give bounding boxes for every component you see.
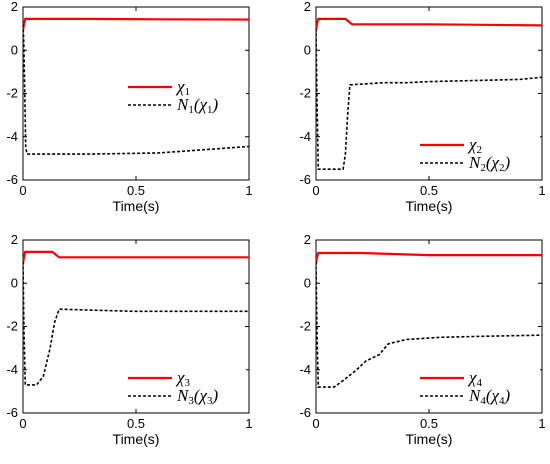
- series-line-1: [316, 251, 542, 264]
- y-tick-label: 2: [304, 232, 311, 247]
- legend-label-1: χ3: [175, 368, 190, 389]
- y-tick-label: 2: [11, 232, 18, 247]
- y-tick-label: -2: [299, 86, 311, 101]
- x-tick-label: 0: [312, 183, 319, 198]
- series-line-1: [316, 17, 542, 31]
- y-tick-label: 0: [11, 42, 18, 57]
- legend-label-2: N1(χ1): [176, 95, 219, 116]
- series-line-1: [23, 17, 249, 31]
- x-axis-label: Time(s): [113, 431, 160, 447]
- y-tick-label: -4: [6, 362, 18, 377]
- x-axis-label: Time(s): [406, 431, 453, 447]
- y-tick-label: 2: [304, 0, 311, 14]
- x-axis-label: Time(s): [113, 198, 160, 214]
- y-tick-label: -2: [6, 319, 18, 334]
- y-tick-label: 0: [304, 42, 311, 57]
- x-tick-label: 1: [245, 416, 252, 431]
- y-tick-label: -6: [6, 405, 18, 420]
- x-tick-label: 1: [538, 416, 545, 431]
- y-tick-label: -4: [6, 129, 18, 144]
- y-tick-label: 2: [11, 0, 18, 14]
- y-tick-label: 0: [11, 275, 18, 290]
- legend-label-2: N3(χ3): [176, 386, 219, 407]
- series-line-1: [23, 250, 249, 264]
- y-tick-label: -2: [299, 319, 311, 334]
- y-tick-label: -6: [299, 405, 311, 420]
- legend-label-1: χ1: [175, 77, 190, 98]
- series-line-2: [316, 261, 542, 388]
- legend-label-1: χ4: [467, 368, 482, 389]
- x-tick-label: 0: [312, 416, 319, 431]
- x-tick-label: 0.5: [420, 183, 438, 198]
- series-line-2: [23, 24, 249, 155]
- x-tick-label: 0.5: [127, 416, 145, 431]
- x-axis-label: Time(s): [406, 198, 453, 214]
- x-tick-label: 0.5: [420, 416, 438, 431]
- y-tick-label: -4: [299, 129, 311, 144]
- series-line-2: [316, 28, 542, 170]
- x-tick-label: 1: [538, 183, 545, 198]
- x-tick-label: 0: [19, 183, 26, 198]
- x-tick-label: 0.5: [127, 183, 145, 198]
- series-line-2: [23, 261, 249, 386]
- legend-label-2: N4(χ4): [468, 386, 511, 407]
- y-tick-label: -4: [299, 362, 311, 377]
- legend-label-2: N2(χ2): [468, 153, 511, 174]
- x-tick-label: 1: [245, 183, 252, 198]
- y-tick-label: -6: [6, 172, 18, 187]
- legend-label-1: χ2: [467, 135, 482, 156]
- y-tick-label: -2: [6, 86, 18, 101]
- y-tick-label: 0: [304, 275, 311, 290]
- x-tick-label: 0: [19, 416, 26, 431]
- y-tick-label: -6: [299, 172, 311, 187]
